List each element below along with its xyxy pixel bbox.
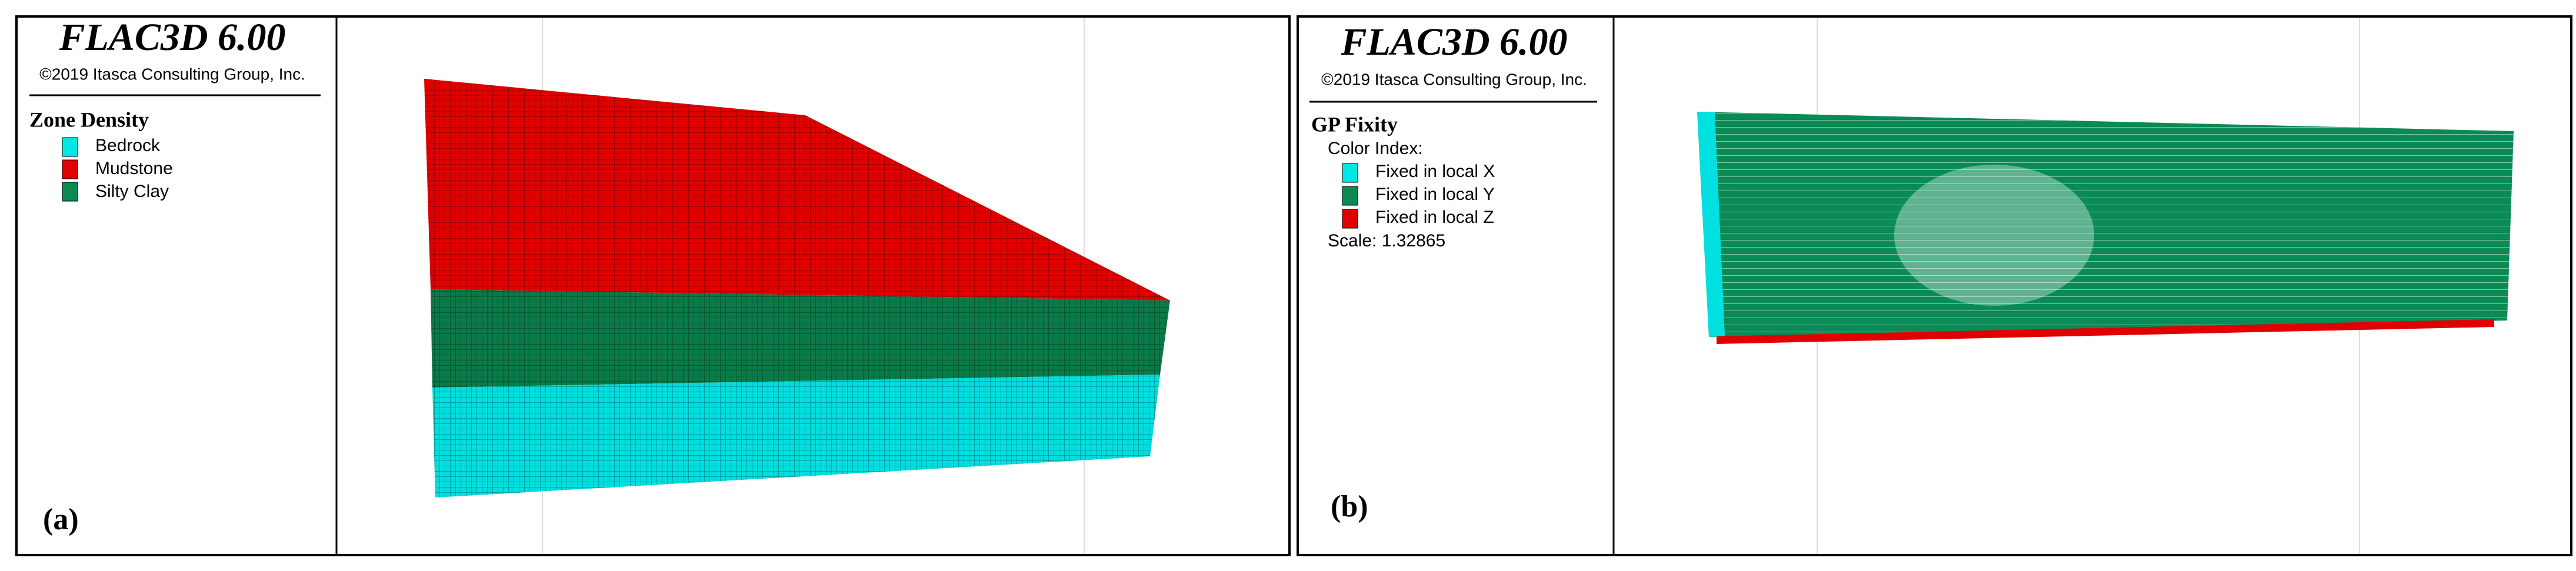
legend-subtitle: Color Index: [1328, 139, 1423, 158]
legend-item: Bedrock [95, 136, 161, 155]
model-mesh [424, 79, 1170, 497]
legend-item: Silty Clay [95, 182, 169, 201]
panel-label: (a) [43, 503, 79, 536]
panel-a: FLAC3D 6.00 ©2019 Itasca Consulting Grou… [15, 15, 1291, 556]
legend-swatch [1342, 163, 1358, 183]
copyright: ©2019 Itasca Consulting Group, Inc. [39, 65, 305, 83]
legend-swatch [62, 159, 78, 179]
copyright: ©2019 Itasca Consulting Group, Inc. [1321, 70, 1587, 88]
legend-title: GP Fixity [1311, 112, 1398, 136]
legend-item: Mudstone [95, 159, 173, 178]
legend-swatch [1342, 209, 1358, 229]
app-title: FLAC3D 6.00 [58, 16, 285, 59]
panel-label: (b) [1331, 490, 1368, 523]
panel-b: FLAC3D 6.00 ©2019 Itasca Consulting Grou… [1297, 15, 2572, 556]
legend-item: Fixed in local Y [1375, 185, 1495, 204]
scale-text: Scale: 1.32865 [1328, 231, 1445, 251]
app-title: FLAC3D 6.00 [1340, 21, 1567, 64]
legend-item: Fixed in local Z [1375, 208, 1494, 227]
legend-swatch [62, 182, 78, 202]
model-fixity [1697, 112, 2514, 344]
legend-swatch [62, 137, 78, 157]
legend-title: Zone Density [29, 108, 149, 131]
legend-swatch [1342, 186, 1358, 206]
legend-item: Fixed in local X [1375, 162, 1495, 181]
